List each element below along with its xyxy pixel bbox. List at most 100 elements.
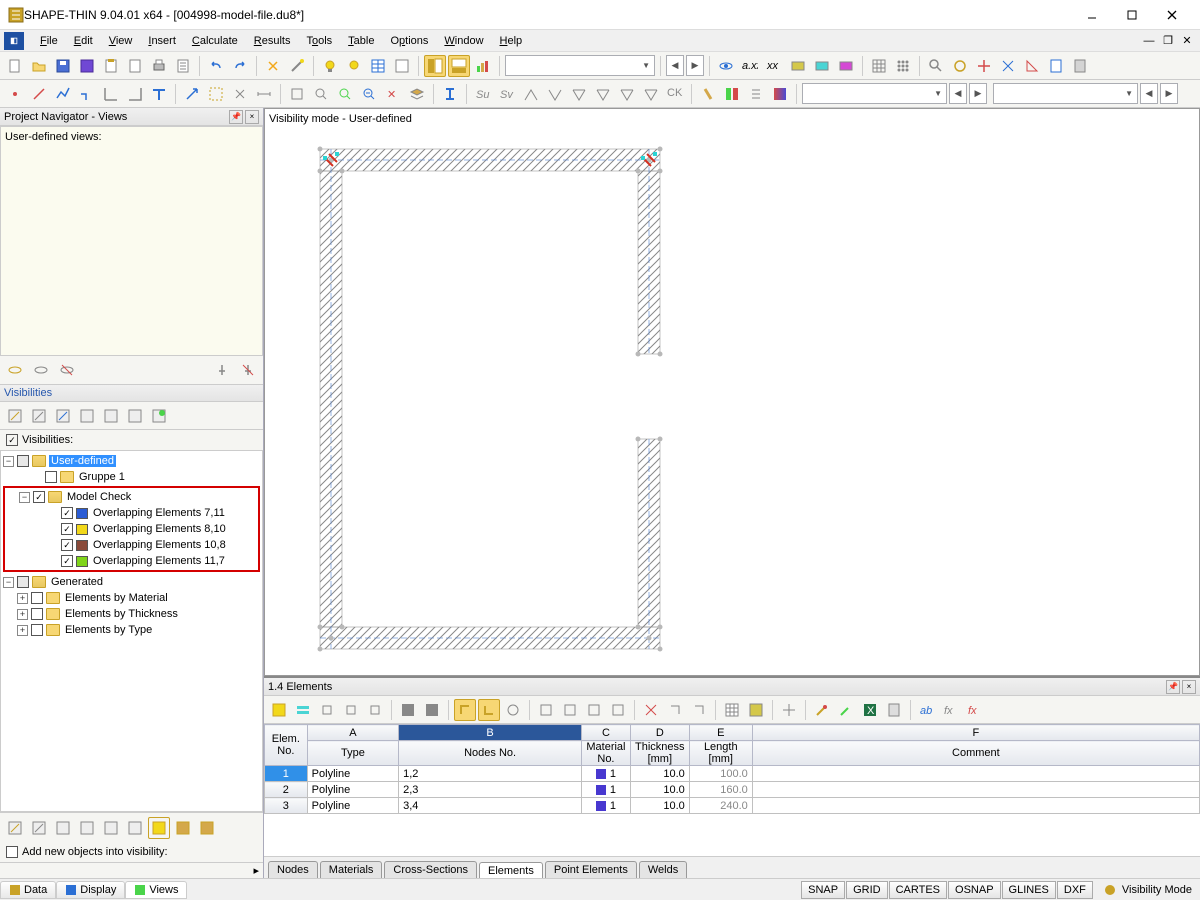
pin1-icon[interactable] (211, 359, 233, 381)
expand-icon[interactable]: + (17, 593, 28, 604)
expand-icon[interactable]: − (19, 492, 30, 503)
addnew-checkbox[interactable] (6, 846, 18, 858)
spec-icon[interactable] (769, 83, 791, 105)
navigator-close-button[interactable]: × (245, 110, 259, 124)
vis-btn-4[interactable] (76, 405, 98, 427)
combo-1[interactable]: ▼ (505, 55, 655, 76)
expand-icon[interactable]: + (17, 625, 28, 636)
bp-11[interactable] (535, 699, 557, 721)
su-icon[interactable]: Su (472, 83, 494, 105)
new-icon[interactable] (4, 55, 26, 77)
scroll-hint[interactable]: ▸ (0, 862, 263, 878)
status-toggle-osnap[interactable]: OSNAP (948, 881, 1001, 899)
m2-icon[interactable] (544, 83, 566, 105)
tshape-icon[interactable] (148, 83, 170, 105)
vb-6[interactable] (124, 817, 146, 839)
chart-icon[interactable] (472, 55, 494, 77)
report-icon[interactable] (172, 55, 194, 77)
tree-gruppe1[interactable]: Gruppe 1 (3, 469, 260, 485)
vis-btn-5[interactable] (100, 405, 122, 427)
panel2-icon[interactable] (448, 55, 470, 77)
menu-results[interactable]: Results (246, 33, 299, 49)
bp-12[interactable] (559, 699, 581, 721)
bp-8[interactable] (454, 699, 476, 721)
combo-3[interactable]: ▼ (993, 83, 1138, 104)
model-canvas[interactable]: Visibility mode - User-defined (264, 108, 1200, 676)
table-icon[interactable] (367, 55, 389, 77)
tree-checkbox[interactable] (17, 455, 29, 467)
zoom1-icon[interactable] (310, 83, 332, 105)
status-tab-data[interactable]: Data (0, 881, 56, 899)
sv-icon[interactable]: Sv (496, 83, 518, 105)
eye3-icon[interactable] (56, 359, 78, 381)
bp-3[interactable] (316, 699, 338, 721)
status-toggle-grid[interactable]: GRID (846, 881, 888, 899)
nav-next-1[interactable]: ▶ (686, 55, 704, 76)
menu-edit[interactable]: Edit (66, 33, 101, 49)
bp-17[interactable] (688, 699, 710, 721)
p1-icon[interactable] (286, 83, 308, 105)
pal-icon[interactable] (721, 83, 743, 105)
polyline-icon[interactable] (52, 83, 74, 105)
elements-grid[interactable]: Elem.No.ABCDEFTypeNodes No.MaterialNo.Th… (264, 724, 1200, 856)
br-icon[interactable] (697, 83, 719, 105)
vb-7[interactable] (148, 817, 170, 839)
pt-icon[interactable] (4, 83, 26, 105)
tree-checkbox[interactable] (31, 624, 43, 636)
bottom-tab-elements[interactable]: Elements (479, 862, 543, 879)
mdi-minimize-button[interactable]: — (1140, 32, 1158, 50)
bottom-tab-nodes[interactable]: Nodes (268, 861, 318, 878)
tree-checkbox[interactable] (61, 507, 73, 519)
grid2-icon[interactable] (892, 55, 914, 77)
expand-icon[interactable]: + (17, 609, 28, 620)
lst-icon[interactable] (745, 83, 767, 105)
tree-overlap-3[interactable]: Overlapping Elements 11,7 (5, 553, 258, 569)
paste-icon[interactable] (124, 55, 146, 77)
spark-icon[interactable] (262, 55, 284, 77)
bp-pin[interactable]: 📌 (1166, 680, 1180, 694)
bp-10[interactable] (502, 699, 524, 721)
nav-prev-3[interactable]: ◀ (1140, 83, 1158, 104)
tree-modelcheck[interactable]: − Model Check (5, 489, 258, 505)
eye2-icon[interactable] (30, 359, 52, 381)
tree-checkbox[interactable] (61, 555, 73, 567)
tree-userdefined[interactable]: − User-defined (3, 453, 260, 469)
bp-excel-icon[interactable]: X (859, 699, 881, 721)
pin2-icon[interactable] (237, 359, 259, 381)
bp-20[interactable] (778, 699, 800, 721)
bp-9[interactable] (478, 699, 500, 721)
grid-icon[interactable] (868, 55, 890, 77)
menu-window[interactable]: Window (436, 33, 491, 49)
line-icon[interactable] (28, 83, 50, 105)
angle-icon[interactable] (997, 55, 1019, 77)
bp-fn-icon[interactable]: ab (916, 699, 938, 721)
menu-calculate[interactable]: Calculate (184, 33, 246, 49)
xxx-icon[interactable]: xx (763, 55, 785, 77)
tree-overlap-0[interactable]: Overlapping Elements 7,11 (5, 505, 258, 521)
bp-2[interactable] (292, 699, 314, 721)
combo-2[interactable]: ▼ (802, 83, 947, 104)
bp-21[interactable] (811, 699, 833, 721)
tree-checkbox[interactable] (17, 576, 29, 588)
tree-checkbox[interactable] (31, 608, 43, 620)
wand-icon[interactable] (286, 55, 308, 77)
bulb2-icon[interactable] (343, 55, 365, 77)
tree-gen-1[interactable]: +Elements by Thickness (3, 606, 260, 622)
nav-prev-1[interactable]: ◀ (666, 55, 684, 76)
bottom-tab-materials[interactable]: Materials (320, 861, 383, 878)
zoom3-icon[interactable] (358, 83, 380, 105)
bp-5[interactable] (364, 699, 386, 721)
bp-13[interactable] (583, 699, 605, 721)
shape1-icon[interactable] (76, 83, 98, 105)
vb-1[interactable] (4, 817, 26, 839)
shape2-icon[interactable] (100, 83, 122, 105)
tree-overlap-1[interactable]: Overlapping Elements 8,10 (5, 521, 258, 537)
saveas-icon[interactable] (76, 55, 98, 77)
minimize-button[interactable] (1072, 0, 1112, 30)
tree-overlap-2[interactable]: Overlapping Elements 10,8 (5, 537, 258, 553)
status-toggle-glines[interactable]: GLINES (1002, 881, 1056, 899)
vb-8[interactable] (172, 817, 194, 839)
tree-checkbox[interactable] (61, 523, 73, 535)
search-icon[interactable] (925, 55, 947, 77)
navigator-pin-button[interactable]: 📌 (229, 110, 243, 124)
